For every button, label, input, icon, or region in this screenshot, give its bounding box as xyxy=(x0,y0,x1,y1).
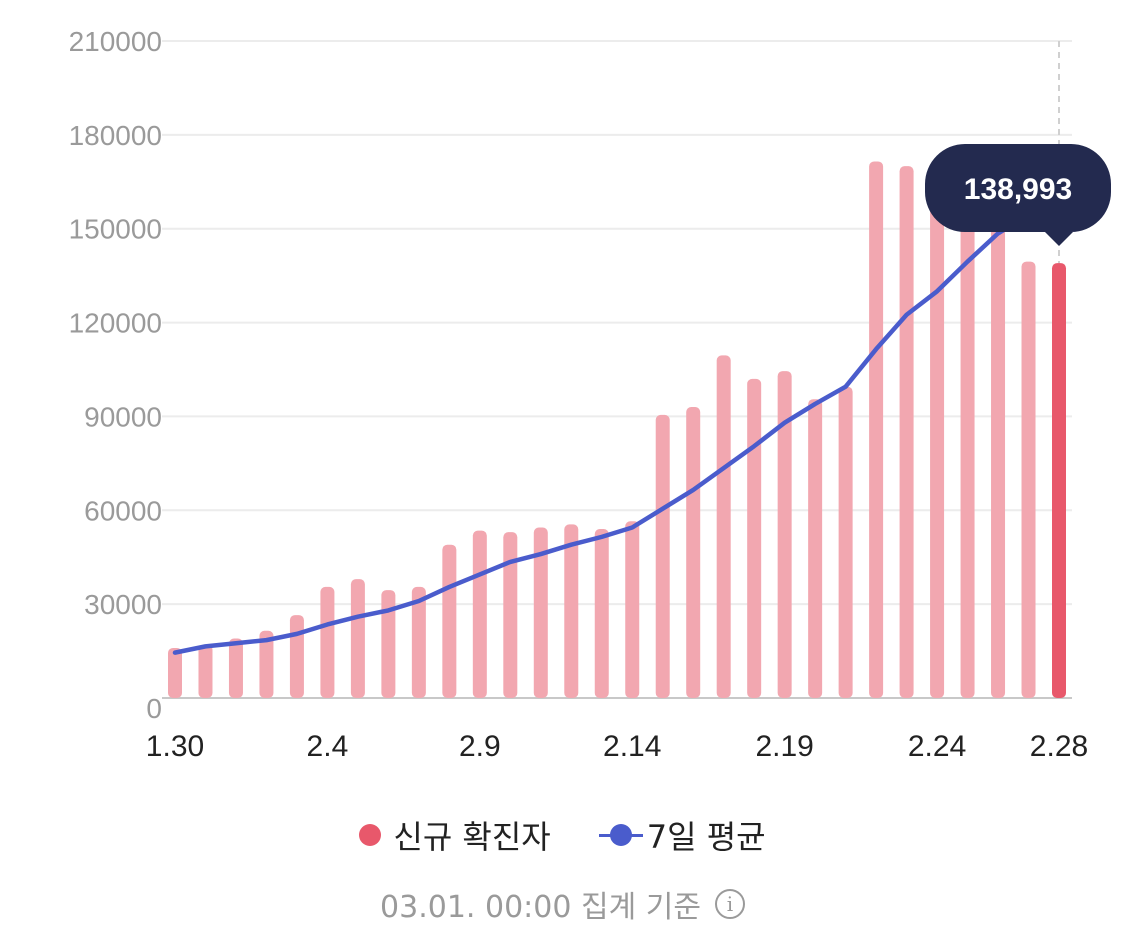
y-tick-label: 0 xyxy=(146,693,162,724)
legend-label-new-cases: 신규 확진자 xyxy=(393,818,551,856)
bar xyxy=(747,378,762,698)
bar xyxy=(320,586,335,698)
tooltip-bubble xyxy=(925,144,1111,246)
legend: 신규 확진자 7일 평균 xyxy=(0,812,1125,858)
bar xyxy=(259,630,274,698)
legend-item-new-cases[interactable]: 신규 확진자 xyxy=(359,812,551,858)
bar xyxy=(198,644,213,698)
bar xyxy=(503,532,518,698)
avg7-line xyxy=(172,206,1062,655)
y-tick-label: 210000 xyxy=(69,26,162,57)
bar xyxy=(381,590,396,698)
x-axis: 1.30 2.4 2.9 2.14 2.19 2.24 2.28 xyxy=(146,730,1088,763)
bar xyxy=(808,399,823,698)
bar xyxy=(930,178,945,698)
bar xyxy=(564,524,579,698)
info-icon[interactable]: i xyxy=(714,889,745,919)
bar xyxy=(228,638,243,698)
bar xyxy=(350,579,365,698)
bar xyxy=(1052,263,1066,698)
legend-item-avg7[interactable]: 7일 평균 xyxy=(598,812,766,858)
bar xyxy=(411,586,426,698)
bar xyxy=(960,186,975,698)
y-tick-label: 60000 xyxy=(84,495,162,526)
bar xyxy=(686,407,701,698)
line-series xyxy=(172,206,1062,655)
tooltip-value: 138,993 xyxy=(964,173,1072,206)
x-tick-label: 2.28 xyxy=(1030,730,1088,763)
bar xyxy=(442,544,457,698)
bar xyxy=(655,414,670,698)
x-tick-label: 2.24 xyxy=(908,730,966,763)
x-tick-label: 2.19 xyxy=(755,730,813,763)
footer-timestamp: 03.01. 00:00 집계 기준 xyxy=(380,890,701,925)
bar xyxy=(1021,261,1036,698)
y-tick-label: 120000 xyxy=(69,308,162,339)
bar xyxy=(594,529,609,698)
y-tick-label: 30000 xyxy=(84,589,162,620)
legend-label-avg7: 7일 평균 xyxy=(646,818,766,856)
y-tick-label: 180000 xyxy=(69,120,162,151)
bar xyxy=(869,161,884,698)
y-axis: 0 30000 60000 90000 120000 150000 180000 210000 xyxy=(69,26,162,724)
bar xyxy=(289,615,304,698)
chart: 0 30000 60000 90000 120000 150000 180000 210000… xyxy=(69,26,1111,763)
bar xyxy=(472,530,487,698)
bar xyxy=(533,527,548,698)
x-tick-label: 2.9 xyxy=(459,730,501,763)
tooltip: 138,993 xyxy=(925,144,1111,246)
footer: 03.01. 00:00 집계 기준 i xyxy=(0,882,1125,926)
x-tick-label: 2.4 xyxy=(307,730,349,763)
bar xyxy=(899,166,914,699)
x-tick-label: 2.14 xyxy=(603,730,661,763)
y-tick-label: 150000 xyxy=(69,214,162,245)
y-tick-label: 90000 xyxy=(84,401,162,432)
bar xyxy=(716,355,731,698)
new-cases-legend-dot-icon xyxy=(359,824,382,846)
bar xyxy=(168,647,182,698)
bar-series xyxy=(168,161,1066,699)
bar xyxy=(625,521,640,698)
avg7-legend-line-icon xyxy=(598,824,643,846)
bar xyxy=(777,371,792,698)
x-tick-label: 1.30 xyxy=(146,730,204,763)
bar xyxy=(838,386,853,698)
grid-lines xyxy=(162,40,1072,699)
bar xyxy=(991,184,1006,698)
